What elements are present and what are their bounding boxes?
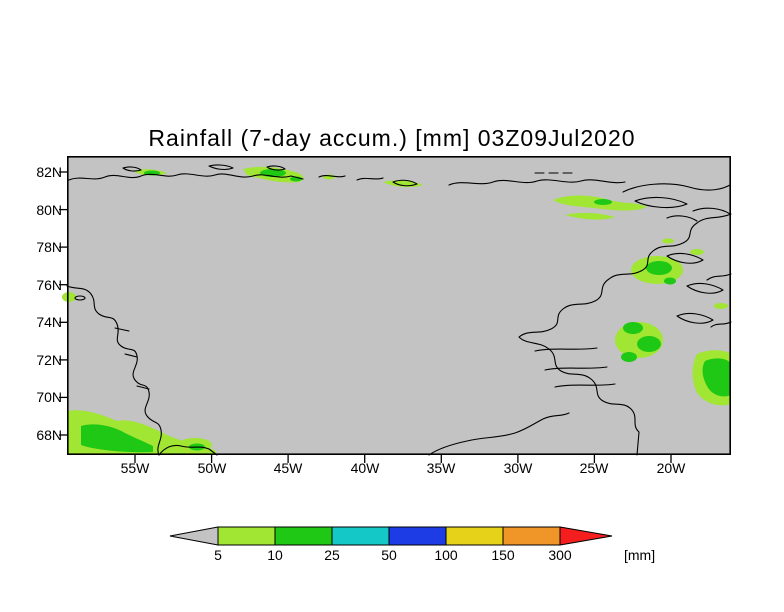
colorbar-segment bbox=[217, 526, 276, 546]
rain-shading-east-coast bbox=[615, 249, 728, 362]
rainfall-map bbox=[59, 156, 732, 463]
colorbar-right-arrow bbox=[559, 526, 613, 546]
x-tick-label: 25W bbox=[579, 460, 609, 476]
colorbar-level-label: 10 bbox=[267, 547, 283, 563]
colorbar-level-label: 5 bbox=[214, 547, 222, 563]
colorbar-left-arrow bbox=[169, 526, 219, 546]
x-tick-label: 55W bbox=[120, 460, 150, 476]
x-tick-label: 50W bbox=[197, 460, 227, 476]
y-tick-label: 78N bbox=[36, 239, 62, 255]
y-tick-label: 80N bbox=[36, 202, 62, 218]
rain-shading-north-coast bbox=[133, 166, 423, 188]
axis-ticks bbox=[59, 171, 672, 463]
map-border bbox=[67, 156, 732, 455]
colorbar-level-label: 25 bbox=[324, 547, 340, 563]
x-tick-label: 30W bbox=[503, 460, 533, 476]
colorbar-segment bbox=[502, 526, 561, 546]
rain-shading-east-edge bbox=[692, 350, 731, 406]
colorbar-segment bbox=[445, 526, 504, 546]
colorbar-units-label: [mm] bbox=[624, 547, 655, 563]
colorbar-segment bbox=[388, 526, 447, 546]
y-tick-label: 68N bbox=[36, 427, 62, 443]
y-tick-label: 82N bbox=[36, 164, 62, 180]
x-tick-label: 35W bbox=[426, 460, 456, 476]
colorbar-level-label: 300 bbox=[548, 547, 572, 563]
x-tick-label: 20W bbox=[656, 460, 686, 476]
chart-title: Rainfall (7-day accum.) [mm] 03Z09Jul202… bbox=[148, 125, 636, 151]
rain-shading-northeast bbox=[553, 195, 674, 244]
colorbar-segment bbox=[274, 526, 333, 546]
coastlines bbox=[66, 164, 732, 456]
rain-shading-southwest bbox=[62, 292, 217, 455]
x-tick-label: 45W bbox=[273, 460, 303, 476]
y-tick-label: 72N bbox=[36, 352, 62, 368]
y-tick-label: 74N bbox=[36, 314, 62, 330]
colorbar-segment bbox=[331, 526, 390, 546]
colorbar-level-label: 50 bbox=[381, 547, 397, 563]
x-tick-label: 40W bbox=[350, 460, 380, 476]
colorbar-level-label: 150 bbox=[491, 547, 515, 563]
y-tick-label: 70N bbox=[36, 389, 62, 405]
y-tick-label: 76N bbox=[36, 277, 62, 293]
colorbar: 5 10 25 50 100 150 300 [mm] bbox=[169, 526, 655, 563]
colorbar-level-label: 100 bbox=[434, 547, 458, 563]
